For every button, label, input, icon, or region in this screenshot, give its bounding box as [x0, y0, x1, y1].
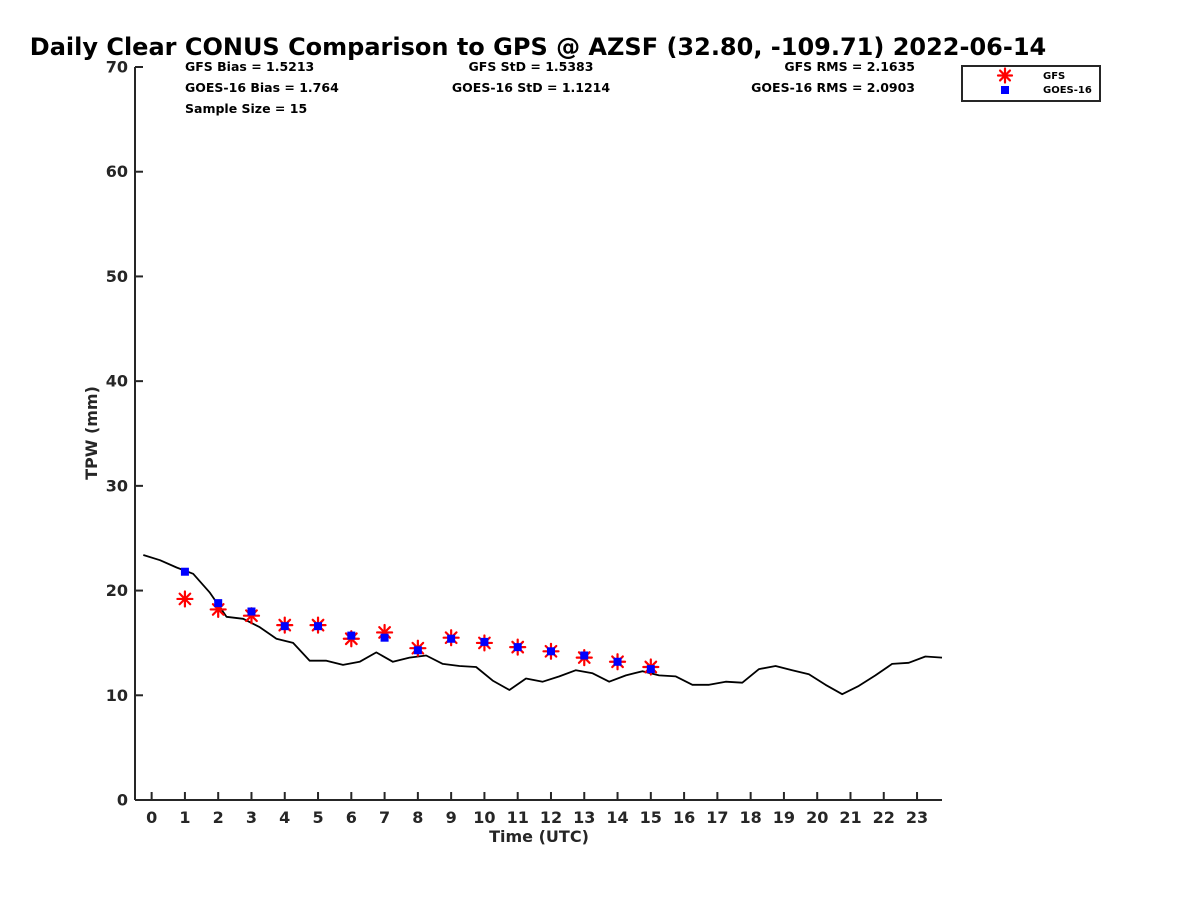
y-tick-label: 30 [106, 476, 128, 495]
y-tick-label: 60 [106, 162, 128, 181]
goes16-point [413, 646, 422, 655]
x-tick-label: 7 [379, 808, 390, 827]
x-tick-label: 2 [213, 808, 224, 827]
goes16-point [646, 665, 655, 674]
y-tick-label: 10 [106, 686, 128, 705]
x-tick-label: 13 [573, 808, 595, 827]
gps-series-line [143, 554, 943, 696]
goes16-point [380, 633, 389, 642]
goes16-point [280, 622, 289, 631]
x-tick-label: 15 [640, 808, 662, 827]
statistics-text: GFS Bias = 1.5213 GFS StD = 1.5383 GFS RMS… [185, 59, 915, 116]
y-tick-label: 50 [106, 267, 128, 286]
asterisk-stroke [998, 69, 1012, 82]
y-tick-label: 40 [106, 372, 128, 391]
x-tick-label: 0 [146, 808, 157, 827]
x-tick-label: 5 [312, 808, 323, 827]
x-tick-label: 23 [906, 808, 928, 827]
x-tick-label: 19 [773, 808, 795, 827]
y-tick-label: 0 [117, 791, 128, 810]
data-series [143, 554, 943, 696]
x-tick-label: 21 [839, 808, 861, 827]
goes16-point [613, 657, 622, 666]
x-tick-label: 10 [473, 808, 495, 827]
legend: GFS GOES-16 [961, 65, 1101, 102]
goes16-point [546, 647, 555, 656]
stat-text: GOES-16 RMS = 2.0903 [751, 80, 915, 95]
goes16-point [314, 622, 323, 631]
gfs-point [176, 590, 194, 608]
stat-text: GFS RMS = 2.1635 [784, 59, 915, 74]
x-tick-label: 6 [346, 808, 357, 827]
goes16-point [513, 643, 522, 652]
x-tick-label: 18 [740, 808, 762, 827]
goes16-point [447, 634, 456, 643]
x-tick-label: 11 [507, 808, 529, 827]
legend-gfs-label: GFS [1043, 71, 1065, 82]
x-tick-label: 20 [806, 808, 828, 827]
goes16-point [580, 651, 589, 660]
legend-goes16-label: GOES-16 [1043, 85, 1092, 96]
legend-box [961, 65, 1101, 102]
goes16-point [347, 631, 356, 640]
goes16-point [247, 607, 256, 616]
legend-goes16-marker [1001, 86, 1009, 94]
x-tick-label: 1 [179, 808, 190, 827]
x-tick-label: 3 [246, 808, 257, 827]
stat-text: GOES-16 Bias = 1.764 [185, 80, 339, 95]
x-tick-label: 12 [540, 808, 562, 827]
x-tick-label: 22 [873, 808, 895, 827]
goes16-point [214, 599, 223, 608]
x-tick-label: 4 [279, 808, 290, 827]
goes16-point [180, 567, 189, 576]
legend-gfs-marker [996, 67, 1014, 84]
x-axis-label: Time (UTC) [489, 827, 589, 846]
x-tick-label: 14 [606, 808, 628, 827]
x-tick-label: 16 [673, 808, 695, 827]
stat-text: Sample Size = 15 [185, 101, 307, 116]
stat-text: GFS Bias = 1.5213 [185, 59, 314, 74]
chart-title: Daily Clear CONUS Comparison to GPS @ AZ… [30, 33, 1046, 61]
stat-text: GOES-16 StD = 1.1214 [452, 80, 610, 95]
y-axis-label: TPW (mm) [82, 386, 101, 480]
stat-text: GFS StD = 1.5383 [469, 59, 594, 74]
x-tick-label: 8 [412, 808, 423, 827]
asterisk-stroke [178, 592, 192, 606]
y-tick-label: 70 [106, 58, 128, 77]
y-tick-label: 20 [106, 581, 128, 600]
x-tick-label: 17 [706, 808, 728, 827]
x-tick-label: 9 [446, 808, 457, 827]
goes16-point [480, 637, 489, 646]
